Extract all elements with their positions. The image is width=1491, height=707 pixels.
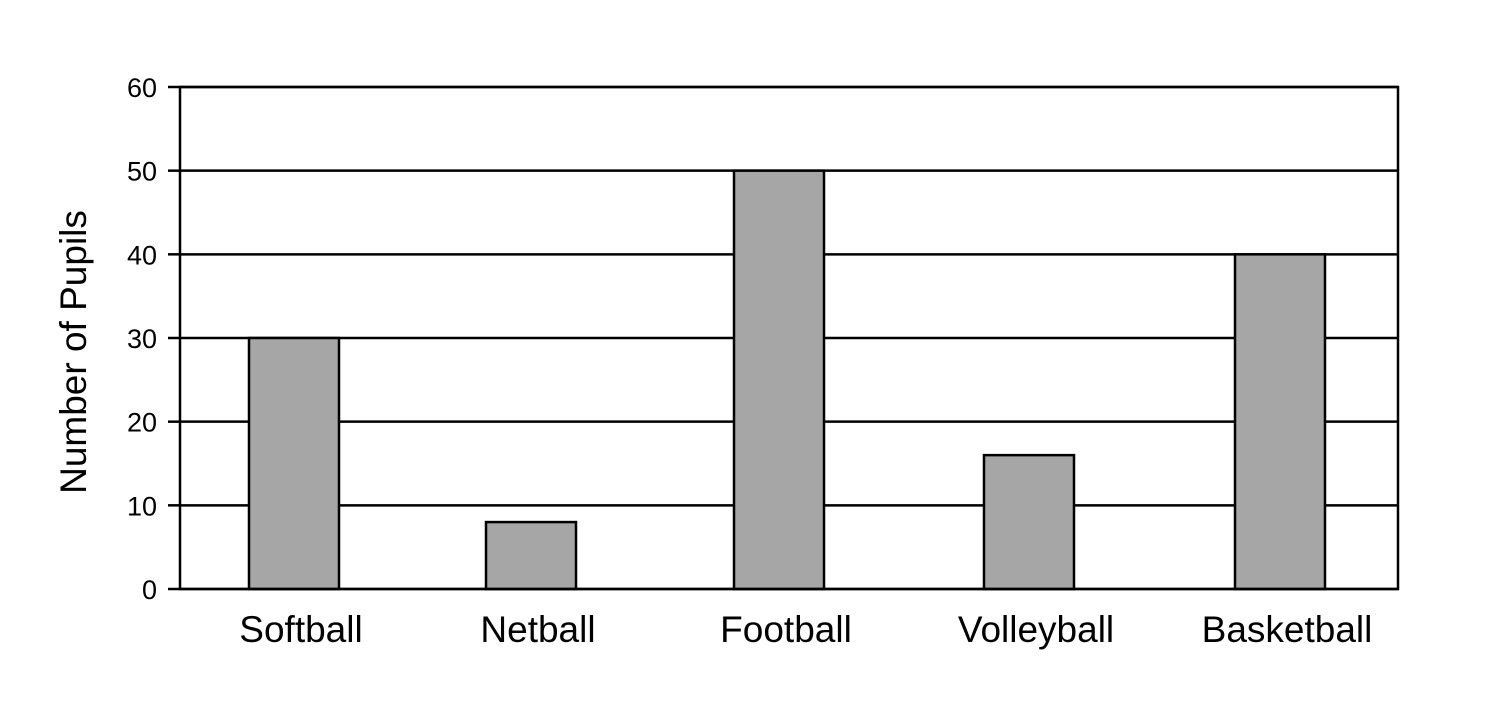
label-layer: 0 10 20 30 40 50 60 Softball Netball Football Voll… [127, 73, 1372, 650]
frame-layer [178, 85, 1400, 591]
y-tick-label: 10 [127, 491, 157, 521]
bar [484, 520, 578, 591]
x-category-label: Netball [480, 609, 595, 650]
y-tick-label: 60 [127, 73, 157, 103]
bar [982, 453, 1076, 591]
y-tick-label: 20 [127, 408, 157, 438]
x-category-label: Basketball [1202, 609, 1373, 650]
y-axis-title: Number of Pupils [53, 210, 94, 494]
bar [732, 169, 826, 591]
x-category-label: Volleyball [958, 609, 1114, 650]
x-category-label: Softball [239, 609, 362, 650]
y-tick-label: 40 [127, 240, 157, 270]
plot-frame [178, 85, 1400, 591]
bar [247, 336, 341, 591]
y-tick-label: 0 [142, 575, 157, 605]
y-tick-label: 30 [127, 324, 157, 354]
x-category-label: Football [720, 609, 852, 650]
bar [1233, 253, 1327, 591]
y-tick-label: 50 [127, 157, 157, 187]
bar-layer [247, 169, 1327, 591]
